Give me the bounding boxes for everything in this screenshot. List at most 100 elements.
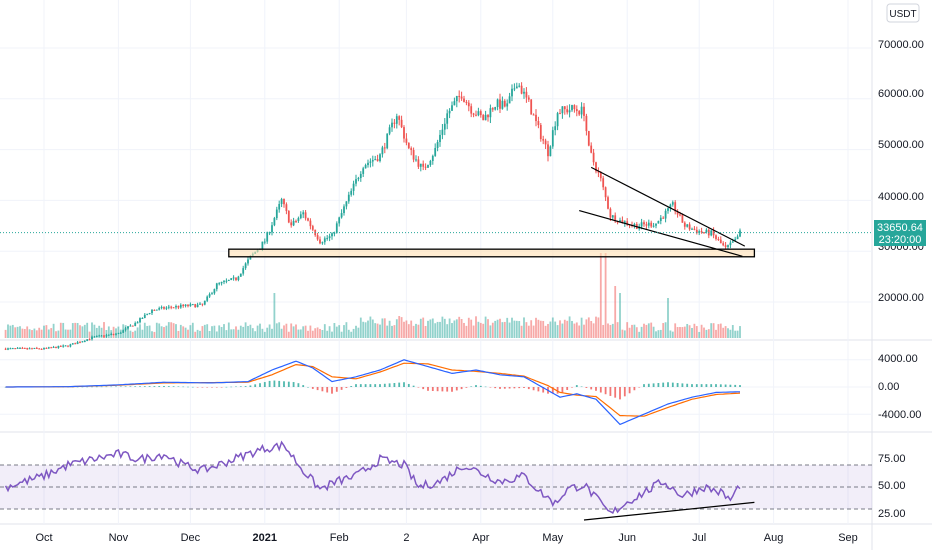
volume-bar (717, 324, 720, 338)
macd-histogram-bar (335, 387, 338, 392)
candle-body (475, 114, 477, 116)
macd-histogram-bar (427, 387, 429, 391)
macd-histogram-bar (244, 386, 247, 387)
x-axis-label: 2 (403, 532, 409, 544)
volume-bar (177, 330, 180, 338)
volume-bar (475, 316, 477, 338)
volume-bar (237, 329, 240, 338)
candle-body (201, 303, 204, 305)
candle-body (379, 154, 381, 162)
macd-histogram-bar (129, 386, 132, 387)
volume-bar (31, 330, 33, 338)
candle-body (239, 273, 242, 277)
volume-bar (256, 325, 259, 338)
volume-bar (11, 324, 14, 338)
volume-bar (566, 320, 569, 338)
volume-bar (434, 323, 437, 338)
volume-bar (230, 329, 233, 338)
currency-badge-box[interactable] (886, 3, 920, 23)
macd-histogram-bar (479, 385, 482, 387)
candle-body (170, 306, 173, 308)
volume-bar (98, 325, 101, 338)
macd-histogram-bar (657, 383, 660, 387)
candle-body (515, 86, 518, 89)
candle-body (525, 91, 528, 98)
candle-body (7, 348, 9, 350)
candle-body (129, 325, 132, 327)
volume-bar (482, 323, 485, 338)
macd-histogram-bar (619, 387, 621, 400)
volume-bar (549, 321, 552, 338)
candle-body (134, 323, 137, 326)
volume-bar (227, 322, 230, 338)
volume-bar (427, 320, 429, 338)
candle-body (383, 147, 386, 149)
candle-body (681, 214, 684, 223)
volume-bar (415, 323, 417, 338)
macd-histogram-bar (100, 386, 103, 388)
volume-bar (335, 326, 338, 338)
candle-body (633, 223, 636, 226)
volume-bar (261, 328, 264, 338)
candle-body (508, 96, 511, 104)
candle-body (429, 161, 432, 165)
x-axis-label: 2021 (253, 532, 277, 544)
macd-histogram-bar (158, 386, 161, 387)
candle-body (415, 159, 417, 161)
volume-bar (52, 323, 55, 338)
macd-line (5, 359, 740, 426)
macd-histogram-bar (643, 384, 645, 387)
volume-bar (614, 286, 617, 338)
volume-bar (131, 331, 134, 338)
candle-body (693, 228, 696, 230)
drawing-overlays (0, 166, 872, 258)
macd-histogram-bar (460, 387, 463, 390)
candle-body (520, 85, 523, 94)
volume-bar (707, 329, 710, 338)
macd-histogram-bar (585, 387, 588, 388)
candle-body (124, 328, 127, 331)
candle-body (67, 345, 69, 347)
volume-bar (355, 325, 357, 338)
volume-bar (671, 331, 674, 338)
currency-badge[interactable]: USDT (886, 3, 920, 23)
volume-bar (451, 323, 453, 338)
volume-bar (698, 331, 701, 338)
volume-bar (160, 326, 163, 338)
candle-body (153, 309, 156, 311)
candle-body (103, 335, 105, 337)
volume-bar (213, 325, 216, 338)
macd-histogram-bar (417, 387, 420, 388)
candle-body (417, 159, 420, 167)
volume-bar (580, 317, 583, 338)
candle-body (518, 85, 521, 87)
macd-histogram-bar (110, 386, 113, 388)
volume-bar (347, 329, 350, 338)
macd-histogram-bar (513, 387, 516, 389)
volume-bar (376, 323, 379, 338)
candle-body (455, 95, 458, 102)
volume-bar (151, 331, 153, 338)
volume-bar (314, 328, 317, 338)
volume-bar (247, 325, 249, 338)
macd-histogram-bar (719, 384, 722, 387)
candle-body (568, 110, 571, 113)
candle-body (679, 214, 681, 216)
volume-bar (506, 317, 509, 338)
macd-histogram-bar (662, 382, 665, 387)
volume-bar (350, 331, 353, 338)
candle-body (691, 228, 693, 230)
candle-body (98, 335, 101, 337)
candle-body (434, 147, 437, 156)
candle-body (235, 277, 237, 280)
volume-bar (734, 330, 737, 338)
macd-histogram-bar (383, 383, 386, 387)
macd-histogram-bar (345, 387, 348, 388)
volume-bar (621, 329, 624, 338)
volume-bar (532, 325, 535, 338)
wedge-upper-line (590, 166, 746, 247)
volume-bar (311, 330, 314, 338)
volume-bar (285, 323, 288, 338)
volume-bar (539, 320, 542, 338)
